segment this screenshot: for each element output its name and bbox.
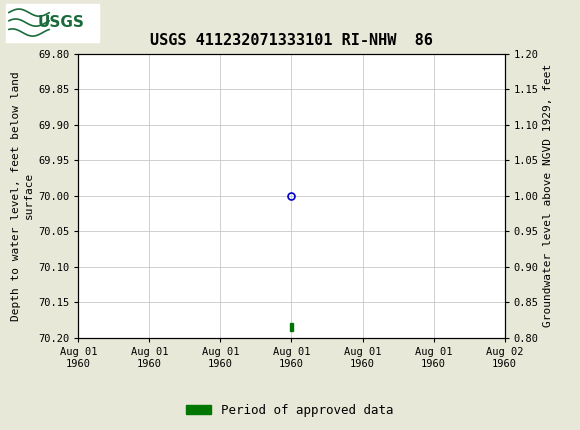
Y-axis label: Depth to water level, feet below land
surface: Depth to water level, feet below land su… — [10, 71, 34, 320]
Legend: Period of approved data: Period of approved data — [181, 399, 399, 421]
Bar — [290, 322, 293, 331]
Title: USGS 411232071333101 RI-NHW  86: USGS 411232071333101 RI-NHW 86 — [150, 34, 433, 49]
Y-axis label: Groundwater level above NGVD 1929, feet: Groundwater level above NGVD 1929, feet — [543, 64, 553, 327]
FancyBboxPatch shape — [6, 3, 99, 42]
Text: USGS: USGS — [38, 15, 84, 30]
